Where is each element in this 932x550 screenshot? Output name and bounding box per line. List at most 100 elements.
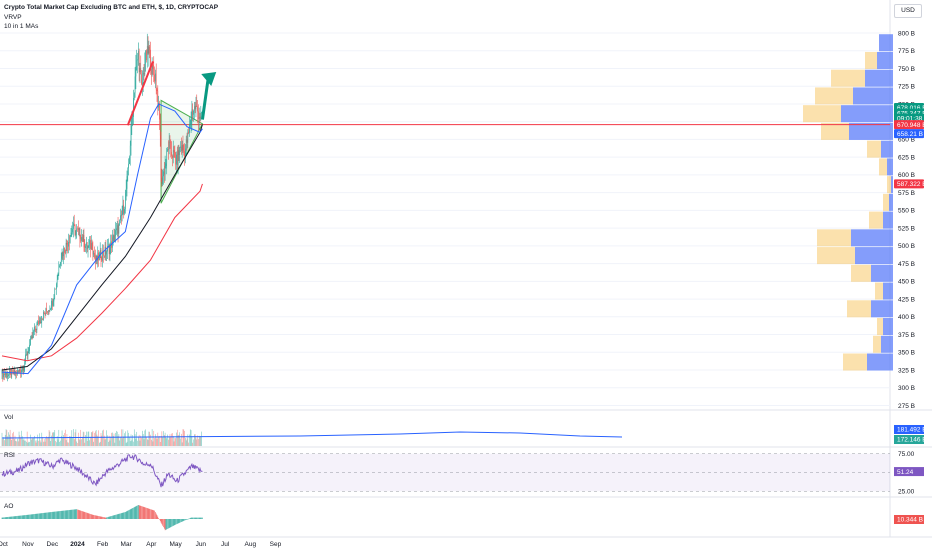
candle-body xyxy=(192,109,194,115)
ao-bar xyxy=(100,516,102,519)
candle-body xyxy=(28,350,30,352)
volume-bar xyxy=(156,438,158,446)
candle-body xyxy=(150,49,151,71)
ao-bar xyxy=(13,516,14,519)
candle-body xyxy=(20,370,21,373)
ao-bar xyxy=(125,512,126,519)
volume-bar xyxy=(196,439,198,446)
indicator-mas[interactable]: 10 in 1 MAs xyxy=(4,23,39,30)
candle-body xyxy=(173,150,175,153)
candle-body xyxy=(183,150,185,152)
candle-body xyxy=(50,309,51,311)
ao-bar xyxy=(8,516,9,519)
candle-body xyxy=(47,310,49,313)
indicator-vrvp[interactable]: VRVP xyxy=(4,14,22,21)
volume-bar xyxy=(162,437,163,446)
ao-bar xyxy=(149,508,150,519)
volume-bar xyxy=(20,437,21,446)
ao-bar xyxy=(69,510,70,519)
volume-bar xyxy=(46,436,47,446)
volume-bar xyxy=(106,430,107,446)
ao-bar xyxy=(84,512,86,519)
candle-body xyxy=(139,67,141,73)
ao-bar xyxy=(114,515,116,519)
vol-label-bottom-bg xyxy=(894,435,924,444)
candle-body xyxy=(2,370,4,378)
volume-bar xyxy=(101,435,103,446)
volume-bar xyxy=(147,440,149,446)
ao-bar xyxy=(69,509,71,519)
ao-bar xyxy=(81,510,82,519)
ao-bar xyxy=(101,516,103,519)
candle-body xyxy=(34,326,35,332)
candle-body xyxy=(156,89,158,91)
ao-bar xyxy=(72,509,73,519)
candle-body xyxy=(95,257,96,262)
volume-bar xyxy=(30,434,31,446)
volume-bar xyxy=(21,436,23,446)
ao-bar xyxy=(172,519,173,527)
x-tick-label: May xyxy=(170,541,183,548)
ao-bar xyxy=(135,506,137,519)
volume-bar xyxy=(168,439,169,446)
volume-profile-bar-blue xyxy=(855,247,893,265)
volume-bar xyxy=(155,434,156,446)
candle-body xyxy=(125,193,126,210)
volume-bar xyxy=(68,442,69,446)
ao-bar xyxy=(77,509,79,519)
volume-profile-bar-yellow xyxy=(887,176,891,194)
ao-bar xyxy=(193,517,194,519)
ao-bar xyxy=(146,507,147,519)
volume-bar xyxy=(39,440,41,446)
ao-bar xyxy=(157,516,159,519)
candle-body xyxy=(200,113,202,119)
candle-body xyxy=(6,373,8,378)
candle-body xyxy=(40,322,42,323)
ao-bar xyxy=(71,509,73,519)
ao-bar xyxy=(167,519,168,529)
volume-bar xyxy=(62,438,64,446)
ao-bar xyxy=(52,511,53,519)
candle-body xyxy=(148,46,150,54)
volume-bar xyxy=(21,430,22,446)
candle-body xyxy=(108,245,109,247)
volume-bar xyxy=(190,430,192,446)
volume-bar xyxy=(172,436,174,446)
volume-bar xyxy=(181,442,183,446)
volume-bar xyxy=(9,434,10,446)
volume-bar xyxy=(187,434,189,446)
candle-body xyxy=(34,326,36,330)
ao-bar xyxy=(198,517,199,519)
volume-profile-bar-blue xyxy=(879,34,893,52)
candle-body xyxy=(43,312,45,314)
volume-bar xyxy=(185,440,187,446)
volume-bar xyxy=(95,429,97,446)
currency-button[interactable]: USD xyxy=(894,4,922,18)
volume-bar xyxy=(40,442,42,446)
volume-bar xyxy=(49,431,51,446)
volume-bar xyxy=(126,441,128,446)
ao-bar xyxy=(55,511,56,519)
ao-bar xyxy=(68,510,69,519)
volume-bar xyxy=(135,438,137,446)
candle-body xyxy=(186,139,188,143)
candle-body xyxy=(26,354,28,356)
volume-bar xyxy=(177,435,179,446)
ao-bar xyxy=(168,519,169,529)
candle-body xyxy=(131,120,133,126)
candle-body xyxy=(56,283,57,290)
candle-body xyxy=(147,45,149,54)
volume-bar xyxy=(8,432,9,446)
volume-bar xyxy=(197,435,198,446)
ao-bar xyxy=(181,519,182,523)
candle-body xyxy=(155,73,157,90)
candle-body xyxy=(39,320,40,325)
volume-bar xyxy=(144,430,146,446)
volume-bar xyxy=(43,439,45,446)
candle-body xyxy=(57,273,59,280)
candle-body xyxy=(129,157,130,164)
x-tick-label: Mar xyxy=(121,541,133,548)
volume-bar xyxy=(30,439,32,446)
volume-bar xyxy=(169,434,171,446)
